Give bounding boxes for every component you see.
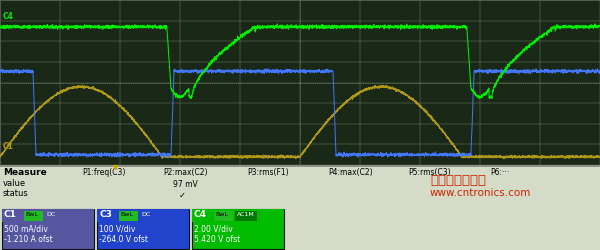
Text: C1: C1 bbox=[4, 210, 17, 219]
Text: ✓: ✓ bbox=[179, 191, 186, 200]
Bar bbox=[192, 209, 284, 222]
Text: C1: C1 bbox=[3, 142, 14, 151]
Bar bbox=[235, 211, 257, 221]
Text: value: value bbox=[3, 179, 26, 188]
Text: www.cntronics.com: www.cntronics.com bbox=[430, 188, 532, 198]
Text: P2:max(C2): P2:max(C2) bbox=[163, 168, 208, 177]
Bar bbox=[192, 209, 284, 249]
Text: C3: C3 bbox=[99, 210, 112, 219]
Bar bbox=[97, 209, 189, 249]
Text: P5:rms(C3): P5:rms(C3) bbox=[408, 168, 451, 177]
Text: C4: C4 bbox=[194, 210, 207, 219]
Text: 500 mA/div: 500 mA/div bbox=[4, 224, 48, 233]
Text: 2.00 V/div: 2.00 V/div bbox=[194, 224, 233, 233]
Bar bbox=[214, 211, 233, 221]
Bar bbox=[45, 211, 60, 221]
Text: BwL: BwL bbox=[25, 212, 38, 216]
Text: 电子元件技术网: 电子元件技术网 bbox=[430, 174, 486, 187]
Text: AC1M: AC1M bbox=[236, 212, 254, 216]
Text: -1.210 A ofst: -1.210 A ofst bbox=[4, 235, 53, 244]
Text: Measure: Measure bbox=[3, 168, 47, 177]
Text: C4: C4 bbox=[3, 12, 14, 20]
Bar bbox=[97, 209, 189, 222]
Text: P4:max(C2): P4:max(C2) bbox=[328, 168, 373, 177]
Bar bbox=[140, 211, 155, 221]
Text: BwL: BwL bbox=[121, 212, 133, 216]
Text: 97 mV: 97 mV bbox=[173, 180, 198, 189]
Bar bbox=[24, 211, 43, 221]
Bar bbox=[2, 209, 94, 249]
Text: BwL: BwL bbox=[215, 212, 229, 216]
Bar bbox=[2, 209, 94, 222]
Text: P6:···: P6:··· bbox=[490, 168, 509, 177]
Text: P3:rms(F1): P3:rms(F1) bbox=[247, 168, 289, 177]
Text: DC: DC bbox=[47, 212, 56, 216]
Text: DC: DC bbox=[142, 212, 151, 216]
Text: 5.420 V ofst: 5.420 V ofst bbox=[194, 235, 240, 244]
Text: -264.0 V ofst: -264.0 V ofst bbox=[99, 235, 148, 244]
Text: P1:freq(C3): P1:freq(C3) bbox=[82, 168, 125, 177]
Text: 100 V/div: 100 V/div bbox=[99, 224, 136, 233]
Bar bbox=[119, 211, 138, 221]
Text: status: status bbox=[3, 189, 29, 198]
